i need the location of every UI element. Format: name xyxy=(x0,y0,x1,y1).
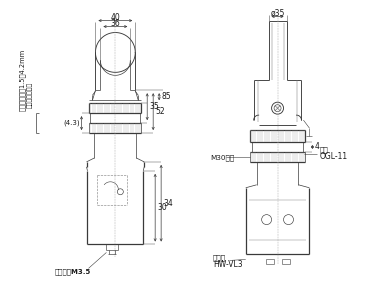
Text: 止擋: 止擋 xyxy=(319,147,328,153)
Text: 85: 85 xyxy=(161,92,171,101)
Text: 安裝面板厘度1.5～4.2mm: 安裝面板厘度1.5～4.2mm xyxy=(20,49,26,111)
Text: 端子蓋: 端子蓋 xyxy=(213,254,226,261)
Text: 4: 4 xyxy=(314,143,319,151)
Text: 36: 36 xyxy=(110,19,120,28)
Text: M30螺絲: M30螺絲 xyxy=(210,154,234,161)
Text: HW-VL3: HW-VL3 xyxy=(213,260,243,269)
Text: 34: 34 xyxy=(163,199,173,208)
Text: 40: 40 xyxy=(110,13,120,22)
Text: 52: 52 xyxy=(155,107,165,116)
Text: 35: 35 xyxy=(149,102,159,111)
Text: ø35: ø35 xyxy=(270,9,285,18)
Text: (4.3): (4.3) xyxy=(63,120,79,126)
Text: （使用止擋時）: （使用止擋時） xyxy=(27,82,33,108)
Text: 端子螺絲M3.5: 端子螺絲M3.5 xyxy=(54,268,91,275)
Text: 30: 30 xyxy=(157,203,167,212)
Text: OGL-11: OGL-11 xyxy=(319,153,347,161)
